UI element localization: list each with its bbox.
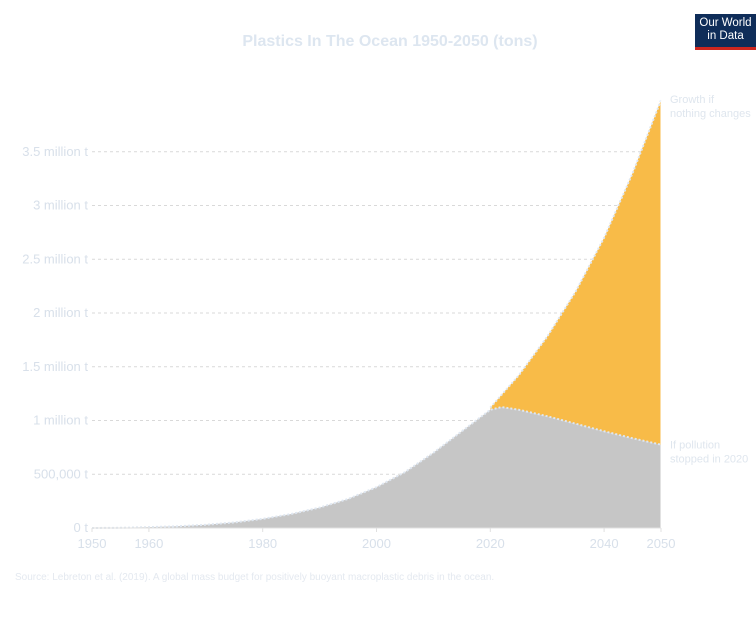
series-line-pollution-stopped-2020 [91, 406, 662, 529]
y-tick-label: 3 million t [33, 198, 88, 213]
y-tick-label: 2 million t [33, 305, 88, 320]
area-layer [91, 99, 662, 529]
owid-logo[interactable]: Our World in Data [695, 14, 756, 50]
x-tick-label: 1960 [134, 536, 163, 551]
x-tick-label: 1950 [78, 536, 107, 551]
x-tick-label: 2000 [362, 536, 391, 551]
y-tick-label: 2.5 million t [22, 251, 88, 266]
source-note: Source: Lebreton et al. (2019). A global… [15, 572, 495, 583]
y-tick-label: 0 t [74, 520, 89, 535]
x-tick-label: 2020 [476, 536, 505, 551]
logo-line-1: Our World [699, 17, 752, 29]
y-tick-label: 1.5 million t [22, 359, 88, 374]
series-label-growth: nothing changes [670, 108, 751, 120]
x-tick-label: 2040 [590, 536, 619, 551]
label-layer: Growth if nothing changes If pollution stop… [670, 94, 751, 466]
axis-layer: 0 t 500,000 t 1 million t 1.5 million t 2 mi… [22, 144, 675, 551]
y-tick-label: 500,000 t [34, 466, 89, 481]
y-tick-label: 1 million t [33, 413, 88, 428]
x-tick-label: 1980 [248, 536, 277, 551]
series-label-stopped: If pollution [670, 440, 720, 452]
logo-accent-bar [695, 47, 756, 50]
series-label-growth: Growth if [670, 94, 715, 106]
logo-line-2: in Data [707, 30, 744, 42]
x-tick-label: 2050 [647, 536, 676, 551]
series-line-growth-if-nothing-changes [489, 99, 662, 409]
y-tick-label: 3.5 million t [22, 144, 88, 159]
chart-title: Plastics In The Ocean 1950-2050 (tons) [242, 33, 538, 50]
series-area-pollution-stopped-2020 [92, 407, 661, 528]
series-label-stopped: stopped in 2020 [670, 454, 748, 466]
